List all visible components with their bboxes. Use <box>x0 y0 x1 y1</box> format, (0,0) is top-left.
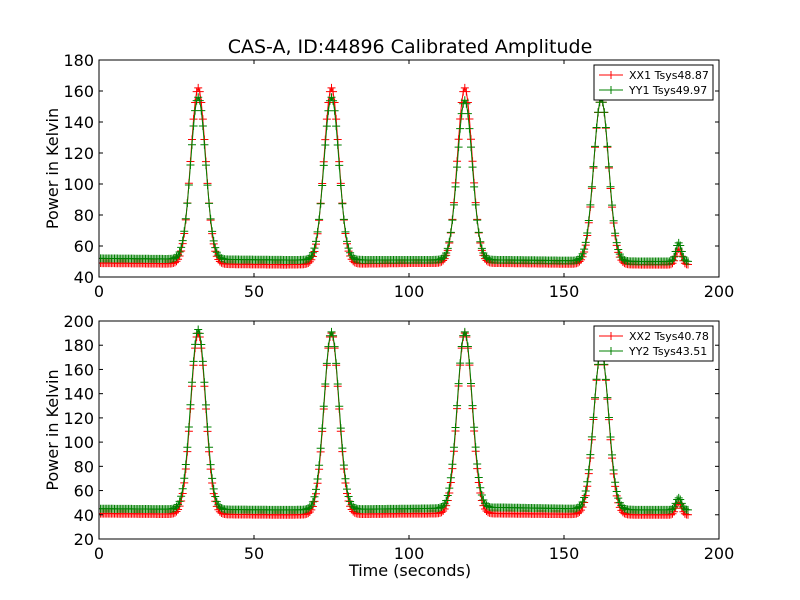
y-tick-label: 40 <box>74 506 94 525</box>
series-line <box>99 86 689 266</box>
x-tick-label: 50 <box>244 282 264 301</box>
y-tick-label: 140 <box>63 113 94 132</box>
legend-item: YY1 Tsys49.97 <box>599 84 707 97</box>
bottom-subplot: 0 50 100 150 200 20 40 60 80 100 120 140 160 180 200 Po… <box>43 312 734 563</box>
series-markers <box>99 325 692 514</box>
x-tick-label: 0 <box>94 282 104 301</box>
x-axis-label: Time (seconds) <box>348 561 471 580</box>
y-tick-label: 140 <box>63 385 94 404</box>
plot-area <box>99 83 692 269</box>
x-tick-label: 100 <box>394 282 425 301</box>
legend-swatch-marker <box>607 332 615 340</box>
legend-label: YY1 Tsys49.97 <box>628 84 707 97</box>
x-tick-label: 200 <box>704 544 735 563</box>
plot-area <box>99 325 692 519</box>
legend-box <box>593 64 714 101</box>
legend-item: YY2 Tsys43.51 <box>599 345 707 358</box>
legend: XX2 Tsys40.78 YY2 Tsys43.51 <box>593 325 714 362</box>
legend-box <box>593 325 714 362</box>
top-subplot: 0 50 100 150 200 40 60 80 100 120 140 160 180 Power i… <box>43 51 734 301</box>
y-tick-label: 100 <box>63 433 94 452</box>
x-tick-label: 150 <box>549 544 580 563</box>
y-tick-label: 80 <box>74 206 94 225</box>
y-tick-label: 200 <box>63 312 94 331</box>
y-axis-label: Power in Kelvin <box>43 369 62 490</box>
y-tick-label: 20 <box>74 530 94 549</box>
chart-title: CAS-A, ID:44896 Calibrated Amplitude <box>228 36 593 58</box>
y-tick-label: 180 <box>63 51 94 70</box>
y-tick-label: 160 <box>63 82 94 101</box>
legend: XX1 Tsys48.87 YY1 Tsys49.97 <box>593 64 714 101</box>
y-tick-label: 120 <box>63 409 94 428</box>
series-yy1 <box>99 93 692 266</box>
x-tick-label: 200 <box>704 282 735 301</box>
legend-item: XX1 Tsys48.87 <box>599 69 709 82</box>
y-tick-label: 100 <box>63 175 94 194</box>
series-line <box>99 95 689 262</box>
y-tick-label: 120 <box>63 144 94 163</box>
y-tick-label: 40 <box>74 268 94 287</box>
x-tick-label: 100 <box>394 544 425 563</box>
legend-swatch-marker <box>607 347 615 355</box>
series-yy2 <box>99 325 692 514</box>
series-markers <box>99 93 692 266</box>
x-tick-label: 150 <box>549 282 580 301</box>
x-tick-label: 50 <box>244 544 264 563</box>
y-axis-label: Power in Kelvin <box>43 108 62 229</box>
legend-swatch-marker <box>607 86 615 94</box>
y-tick-label: 60 <box>74 482 94 501</box>
legend-label: YY2 Tsys43.51 <box>628 345 707 358</box>
legend-item: XX2 Tsys40.78 <box>599 330 709 343</box>
legend-label: XX2 Tsys40.78 <box>629 330 709 343</box>
y-tick-label: 160 <box>63 360 94 379</box>
series-markers <box>99 329 692 519</box>
legend-label: XX1 Tsys48.87 <box>629 69 709 82</box>
y-tick-label: 60 <box>74 237 94 256</box>
x-tick-label: 0 <box>94 544 104 563</box>
y-tick-label: 180 <box>63 336 94 355</box>
y-tick-label: 80 <box>74 457 94 476</box>
legend-swatch-marker <box>607 71 615 79</box>
